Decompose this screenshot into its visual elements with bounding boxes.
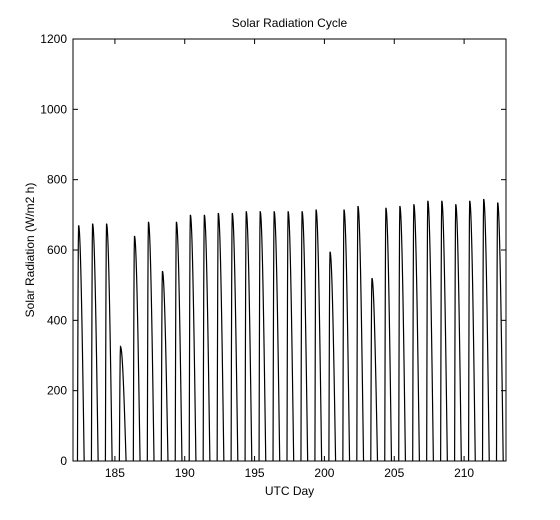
daily-radiation-pulse (104, 223, 113, 461)
series-layer (76, 198, 504, 461)
chart-title: Solar Radiation Cycle (232, 16, 348, 30)
daily-radiation-pulse (118, 345, 127, 461)
daily-radiation-pulse (230, 212, 239, 461)
x-tick-label: 185 (105, 466, 125, 480)
x-axis-title: UTC Day (265, 484, 314, 498)
daily-radiation-pulse (300, 211, 309, 461)
y-tick-label: 1000 (40, 102, 67, 116)
daily-radiation-pulse (467, 200, 476, 461)
x-tick-label: 205 (384, 466, 404, 480)
daily-radiation-pulse (454, 204, 462, 461)
y-tick-label: 800 (47, 173, 67, 187)
y-tick-label: 1200 (40, 32, 67, 46)
daily-radiation-pulse (426, 200, 434, 461)
daily-radiation-pulse (146, 221, 155, 461)
daily-radiation-pulse (188, 214, 197, 461)
daily-radiation-pulse (314, 209, 323, 461)
x-tick-label: 195 (245, 466, 265, 480)
ticks-layer: 185 190 195 200 205 210 0 200 400 600 800 1000 1200 (40, 32, 506, 480)
daily-radiation-pulse (132, 235, 141, 461)
x-tick-label: 190 (175, 466, 195, 480)
daily-radiation-pulse (384, 207, 393, 461)
x-tick-label: 210 (454, 466, 474, 480)
daily-radiation-pulse (76, 225, 85, 461)
daily-radiation-pulse (356, 205, 365, 461)
y-tick-label: 400 (47, 313, 67, 327)
daily-radiation-pulse (495, 202, 504, 461)
daily-radiation-pulse (216, 212, 225, 461)
daily-radiation-pulse (481, 198, 490, 461)
daily-radiation-pulse (90, 223, 99, 461)
daily-radiation-pulse (398, 205, 407, 461)
daily-radiation-pulse (258, 211, 267, 461)
daily-radiation-pulse (244, 211, 253, 461)
y-tick-label: 600 (47, 243, 67, 257)
daily-radiation-pulse (412, 204, 420, 461)
daily-radiation-pulse (440, 200, 448, 461)
daily-radiation-pulse (370, 277, 379, 461)
daily-radiation-pulse (328, 251, 337, 461)
daily-radiation-pulse (174, 221, 183, 461)
plot-area (72, 38, 507, 462)
daily-radiation-pulse (272, 211, 281, 461)
y-axis-title: Solar Radiation (W/m2 h) (23, 183, 37, 318)
x-tick-label: 200 (314, 466, 334, 480)
daily-radiation-pulse (160, 270, 169, 461)
daily-radiation-pulse (286, 211, 295, 461)
daily-radiation-pulse (202, 214, 211, 461)
daily-radiation-pulse (342, 209, 351, 461)
y-tick-label: 200 (47, 384, 67, 398)
y-tick-label: 0 (60, 454, 67, 468)
